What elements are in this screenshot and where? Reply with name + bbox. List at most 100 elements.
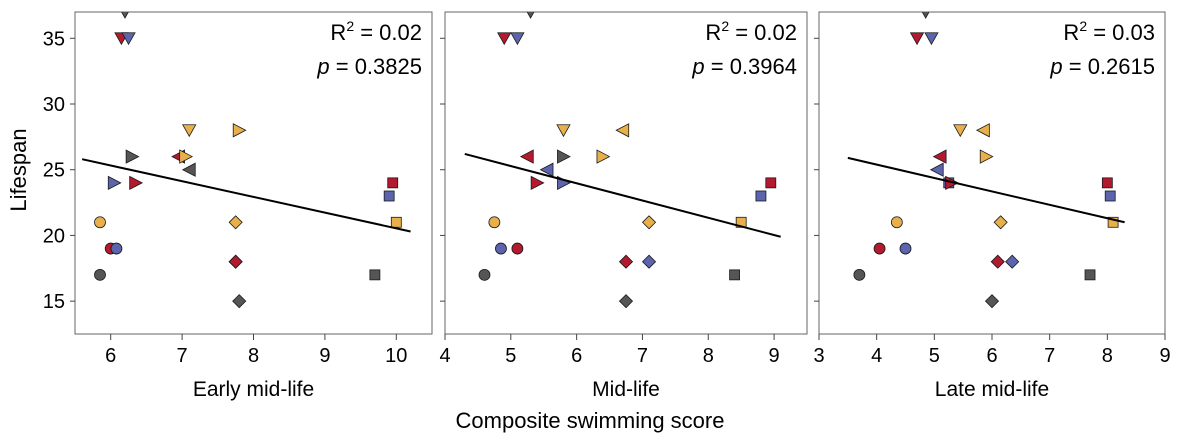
square-marker xyxy=(765,177,777,189)
p-letter: p xyxy=(691,54,704,79)
r2-value: = 0.02 xyxy=(354,20,422,45)
x-tick-label: 4 xyxy=(439,345,450,367)
tri-left-marker xyxy=(539,162,554,177)
square-marker xyxy=(390,216,402,228)
diamond-marker xyxy=(990,254,1005,269)
tri-down-marker xyxy=(556,124,571,138)
y-tick-label: 30 xyxy=(43,94,65,116)
tri-down-marker xyxy=(953,124,968,138)
tri-down-marker xyxy=(909,32,925,46)
tri-left-marker xyxy=(519,149,534,164)
p-annotation: p = 0.2615 xyxy=(1049,54,1155,79)
y-tick-label: 15 xyxy=(43,291,65,313)
x-tick-label: 7 xyxy=(177,345,188,367)
x-tick-label: 9 xyxy=(319,345,330,367)
tri-left-marker xyxy=(975,123,990,138)
tri-down-marker xyxy=(182,124,197,138)
tri-right-marker xyxy=(129,175,144,191)
tri-down-marker xyxy=(497,32,512,46)
x-tick-label: 7 xyxy=(637,345,648,367)
markers-layer xyxy=(478,12,777,309)
diamond-marker xyxy=(618,294,634,309)
tri-right-marker xyxy=(530,175,545,191)
y-tick-label: 25 xyxy=(43,160,65,182)
tri-down-marker xyxy=(510,32,525,46)
p-annotation: p = 0.3825 xyxy=(316,54,422,79)
diamond-marker xyxy=(984,294,1000,309)
p-letter: p xyxy=(316,54,329,79)
y-tick-label: 35 xyxy=(43,28,65,50)
r2-annotation: R2 = 0.02 xyxy=(705,18,797,45)
r2-letter: R xyxy=(330,20,346,45)
diamond-marker xyxy=(993,215,1008,230)
fit-line xyxy=(847,156,1125,224)
circle-marker xyxy=(890,216,903,229)
y-tick-label: 20 xyxy=(43,225,65,247)
fit-line xyxy=(464,152,781,238)
square-marker xyxy=(387,177,399,189)
y-axis-label: Lifespan xyxy=(6,128,31,211)
plot-frame xyxy=(444,11,808,335)
diamond-marker xyxy=(641,215,657,230)
x-tick-label: 9 xyxy=(1159,345,1170,367)
diamond-marker xyxy=(228,254,243,269)
diamond-marker xyxy=(228,215,243,230)
p-annotation: p = 0.3964 xyxy=(691,54,797,79)
r2-value: = 0.02 xyxy=(729,20,797,45)
square-marker xyxy=(729,269,740,281)
tri-right-marker xyxy=(107,175,122,191)
markers-layer xyxy=(853,12,1119,309)
p-value: = 0.3964 xyxy=(705,54,797,79)
circle-marker xyxy=(478,268,491,281)
r2-annotation: R2 = 0.03 xyxy=(1063,18,1155,45)
x-tick-label: 8 xyxy=(703,345,714,367)
r2-value: = 0.03 xyxy=(1087,20,1155,45)
x-tick-label: 6 xyxy=(571,345,582,367)
markers-layer xyxy=(94,12,402,309)
tri-down-marker xyxy=(921,12,930,19)
r2-superscript: 2 xyxy=(721,18,729,34)
tri-left-marker xyxy=(615,123,630,138)
r2-superscript: 2 xyxy=(346,18,354,34)
p-value: = 0.3825 xyxy=(330,54,422,79)
p-letter: p xyxy=(1049,54,1062,79)
circle-marker xyxy=(495,242,507,255)
tri-right-marker xyxy=(232,123,247,138)
circle-marker xyxy=(110,242,123,255)
x-tick-label: 9 xyxy=(769,345,780,367)
x-tick-label: 3 xyxy=(813,345,824,367)
r2-superscript: 2 xyxy=(1079,18,1087,34)
circle-marker xyxy=(94,268,106,281)
r2-letter: R xyxy=(1063,20,1079,45)
diamond-marker xyxy=(641,254,657,269)
square-marker xyxy=(1107,216,1119,228)
tri-right-marker xyxy=(557,149,571,164)
x-axis-label: Late mid-life xyxy=(935,378,1049,401)
x-tick-label: 8 xyxy=(248,345,259,367)
tri-down-marker xyxy=(121,32,136,46)
tri-left-marker xyxy=(181,162,196,177)
r2-annotation: R2 = 0.02 xyxy=(330,18,422,45)
tri-down-marker xyxy=(121,12,129,19)
tri-down-marker xyxy=(924,32,939,46)
square-marker xyxy=(369,269,381,281)
fit-line xyxy=(81,158,411,233)
p-value: = 0.2615 xyxy=(1063,54,1155,79)
tri-down-marker xyxy=(526,12,535,19)
square-marker xyxy=(1104,190,1116,202)
square-marker xyxy=(1084,269,1096,281)
x-axis-label: Early mid-life xyxy=(193,378,314,401)
square-marker xyxy=(1101,177,1113,189)
circle-marker xyxy=(511,242,524,255)
tri-right-marker xyxy=(179,149,194,164)
square-marker xyxy=(755,190,767,202)
x-tick-label: 10 xyxy=(385,345,407,367)
x-tick-label: 4 xyxy=(871,345,882,367)
tri-right-marker xyxy=(596,149,611,164)
diamond-marker xyxy=(1005,254,1020,269)
circle-marker xyxy=(899,242,912,255)
